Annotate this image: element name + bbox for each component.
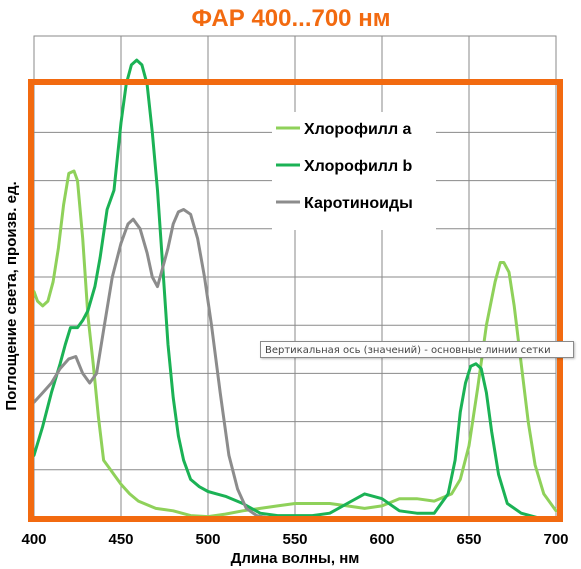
legend-label: Хлорофилл a (304, 121, 412, 138)
legend-box (272, 112, 436, 230)
x-tick-labels: 400 450 500 550 600 650 700 (21, 531, 568, 548)
chart-title: ФАР 400...700 нм (192, 5, 391, 32)
par-highlight-frame (28, 79, 563, 522)
x-tick-label: 600 (369, 531, 394, 548)
series-line (32, 58, 558, 520)
series-layer (32, 58, 558, 520)
legend-label: Каротиноиды (304, 195, 413, 212)
series-line (32, 208, 558, 520)
x-tick-label: 700 (543, 531, 568, 548)
x-tick-label: 450 (108, 531, 133, 548)
gridline-tooltip: Вертикальная ось (значений) - основные л… (260, 341, 574, 358)
y-axis-label: Поглощение света, произв. ед. (3, 181, 20, 410)
x-tick-label: 400 (21, 531, 46, 548)
legend-label: Хлорофилл b (304, 158, 413, 175)
x-tick-label: 500 (195, 531, 220, 548)
legend: Хлорофилл a Хлорофилл b Каротиноиды (272, 112, 436, 230)
x-axis-label: Длина волны, нм (231, 550, 360, 567)
x-tick-label: 550 (282, 531, 307, 548)
x-tick-label: 650 (456, 531, 481, 548)
